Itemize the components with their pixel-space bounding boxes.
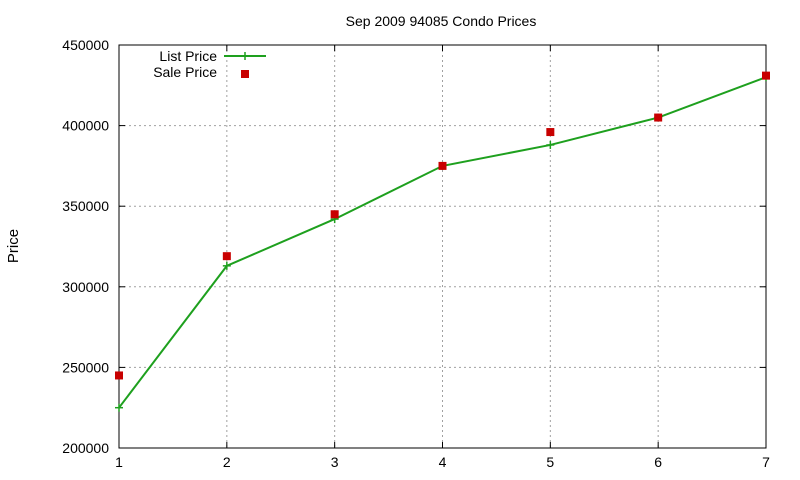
x-tick-label: 6 bbox=[654, 454, 662, 470]
legend-square-swatch bbox=[241, 70, 249, 78]
x-tick-label: 1 bbox=[115, 454, 123, 470]
y-tick-label: 250000 bbox=[62, 359, 109, 375]
y-tick-label: 400000 bbox=[62, 118, 109, 134]
x-tick-label: 4 bbox=[439, 454, 447, 470]
sale-price-point bbox=[438, 161, 447, 170]
y-tick-label: 300000 bbox=[62, 279, 109, 295]
chart-title: Sep 2009 94085 Condo Prices bbox=[346, 13, 537, 29]
x-tick-label: 7 bbox=[762, 454, 770, 470]
legend-label: List Price bbox=[159, 48, 217, 64]
y-tick-label: 450000 bbox=[62, 37, 109, 53]
list-price-point bbox=[546, 140, 555, 149]
x-tick-label: 3 bbox=[331, 454, 339, 470]
sale-price-point bbox=[330, 210, 339, 219]
legend-plus-swatch bbox=[241, 52, 249, 60]
sale-price-point bbox=[546, 128, 555, 137]
list-price-point bbox=[115, 403, 123, 412]
sale-price-point bbox=[222, 252, 231, 261]
grid-lines bbox=[119, 45, 766, 448]
list-price-point bbox=[222, 261, 231, 270]
x-tick-label: 5 bbox=[546, 454, 554, 470]
sale-price-point bbox=[115, 371, 123, 380]
series-layer bbox=[115, 71, 770, 412]
y-tick-label: 350000 bbox=[62, 198, 109, 214]
x-tick-label: 2 bbox=[223, 454, 231, 470]
y-axis-label: Price bbox=[5, 229, 22, 263]
y-tick-label: 200000 bbox=[62, 440, 109, 456]
axis-ticks: 1 2 3 4 5 6 7 200000 250000 300000 350000 400000 450… bbox=[62, 37, 770, 470]
sale-price-point bbox=[654, 113, 663, 122]
sale-price-point bbox=[762, 71, 770, 80]
legend-label: Sale Price bbox=[153, 64, 217, 80]
